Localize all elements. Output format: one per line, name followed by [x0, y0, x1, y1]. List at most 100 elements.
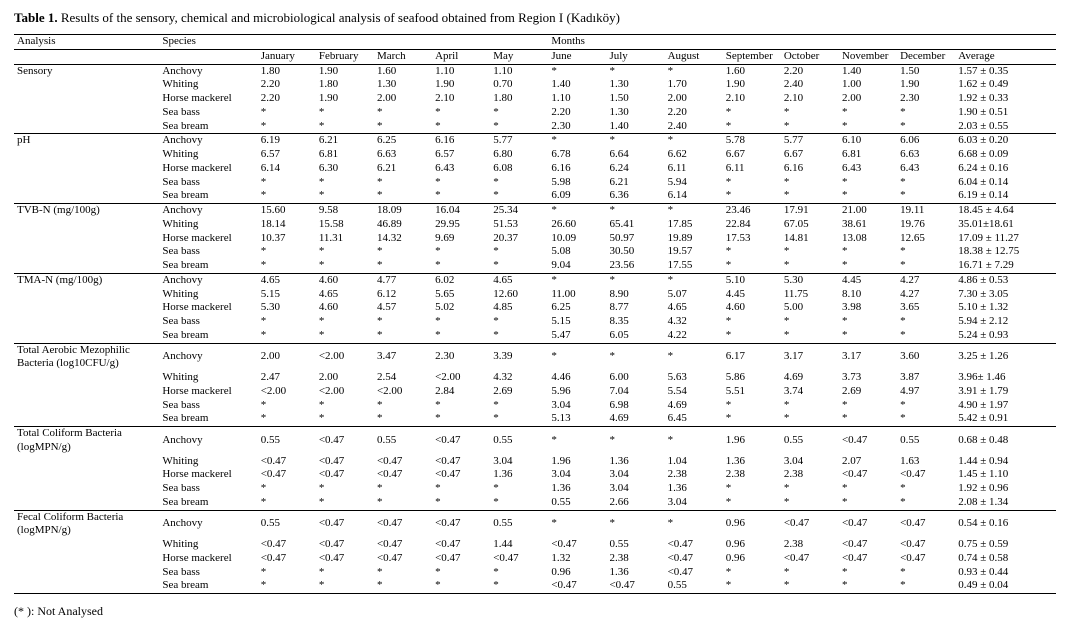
cell-value: *	[665, 64, 723, 78]
cell-value: 0.55	[606, 538, 664, 552]
cell-value: 8.77	[606, 301, 664, 315]
cell-value: 5.86	[723, 371, 781, 385]
cell-average: 0.93 ± 0.44	[955, 566, 1056, 580]
cell-value: 0.70	[490, 78, 548, 92]
cell-value: 5.15	[258, 288, 316, 302]
cell-value: 65.41	[606, 218, 664, 232]
cell-value: 6.81	[316, 148, 374, 162]
cell-value: *	[839, 189, 897, 203]
table-row: Sea bass*****3.046.984.69****4.90 ± 1.97	[14, 399, 1056, 413]
cell-value: *	[548, 510, 606, 538]
cell-value: <0.47	[432, 510, 490, 538]
cell-value: *	[490, 412, 548, 426]
cell-value: *	[316, 482, 374, 496]
cell-average: 6.03 ± 0.20	[955, 134, 1056, 148]
cell-value: 4.27	[897, 273, 955, 287]
cell-value: *	[490, 245, 548, 259]
cell-value: *	[374, 245, 432, 259]
cell-value: 6.21	[316, 134, 374, 148]
cell-value: *	[723, 496, 781, 510]
cell-value: *	[432, 399, 490, 413]
cell-value: <0.47	[316, 538, 374, 552]
cell-value: 4.32	[490, 371, 548, 385]
cell-average: 0.68 ± 0.48	[955, 427, 1056, 455]
cell-value: 2.40	[781, 78, 839, 92]
cell-value: 5.00	[781, 301, 839, 315]
cell-analysis	[14, 315, 159, 329]
cell-average: 3.25 ± 1.26	[955, 343, 1056, 371]
cell-value: *	[897, 259, 955, 273]
cell-value: 17.53	[723, 232, 781, 246]
cell-value: 18.09	[374, 204, 432, 218]
cell-average: 6.68 ± 0.09	[955, 148, 1056, 162]
cell-value: 0.55	[897, 427, 955, 455]
cell-analysis: Total Aerobic Mezophilic Bacteria (log10…	[14, 343, 159, 371]
cell-value: 1.36	[606, 455, 664, 469]
cell-analysis	[14, 245, 159, 259]
cell-value: 8.90	[606, 288, 664, 302]
cell-analysis: Sensory	[14, 64, 159, 78]
table-title-label: Table 1.	[14, 10, 58, 25]
cell-species: Sea bream	[159, 120, 257, 134]
cell-value: *	[897, 315, 955, 329]
cell-species: Sea bream	[159, 579, 257, 593]
cell-value: 2.69	[839, 385, 897, 399]
cell-analysis	[14, 552, 159, 566]
cell-value: *	[723, 189, 781, 203]
table-row: Whiting<0.47<0.47<0.47<0.473.041.961.361…	[14, 455, 1056, 469]
cell-value: *	[723, 315, 781, 329]
hdr-month: October	[781, 49, 839, 64]
cell-value: 1.96	[723, 427, 781, 455]
cell-value: 6.11	[665, 162, 723, 176]
cell-value: *	[897, 482, 955, 496]
cell-value: <0.47	[665, 552, 723, 566]
cell-analysis	[14, 148, 159, 162]
cell-value: 5.63	[665, 371, 723, 385]
cell-value: <0.47	[374, 468, 432, 482]
cell-value: 6.00	[606, 371, 664, 385]
table-body: SensoryAnchovy1.801.901.601.101.10***1.6…	[14, 64, 1056, 594]
cell-value: 1.90	[723, 78, 781, 92]
cell-value: 1.90	[316, 64, 374, 78]
cell-value: *	[548, 273, 606, 287]
cell-value: 9.04	[548, 259, 606, 273]
cell-value: 6.78	[548, 148, 606, 162]
cell-value: <0.47	[374, 455, 432, 469]
cell-value: 4.65	[490, 273, 548, 287]
cell-value: 5.30	[781, 273, 839, 287]
cell-value: 0.55	[490, 510, 548, 538]
cell-value: 6.16	[781, 162, 839, 176]
cell-average: 5.24 ± 0.93	[955, 329, 1056, 343]
cell-value: 1.63	[897, 455, 955, 469]
cell-value: <2.00	[374, 385, 432, 399]
hdr-months-label: Months	[548, 35, 606, 50]
cell-species: Whiting	[159, 78, 257, 92]
cell-species: Whiting	[159, 371, 257, 385]
hdr-species: Species	[159, 35, 257, 50]
cell-value: 1.36	[665, 482, 723, 496]
cell-value: 15.58	[316, 218, 374, 232]
cell-value: *	[316, 412, 374, 426]
cell-value: *	[432, 579, 490, 593]
cell-analysis	[14, 232, 159, 246]
cell-value: 5.10	[723, 273, 781, 287]
cell-analysis	[14, 120, 159, 134]
cell-average: 3.96± 1.46	[955, 371, 1056, 385]
cell-analysis: Total Coliform Bacteria (logMPN/g)	[14, 427, 159, 455]
cell-value: 6.21	[606, 176, 664, 190]
table-row: TVB-N (mg/100g)Anchovy15.609.5818.0916.0…	[14, 204, 1056, 218]
cell-value: 6.16	[548, 162, 606, 176]
cell-value: 19.76	[897, 218, 955, 232]
cell-value: 5.98	[548, 176, 606, 190]
cell-value: *	[897, 329, 955, 343]
cell-value: *	[374, 176, 432, 190]
cell-analysis	[14, 301, 159, 315]
cell-value: <0.47	[839, 468, 897, 482]
cell-value: <0.47	[258, 468, 316, 482]
cell-value: <0.47	[897, 468, 955, 482]
cell-value: *	[839, 259, 897, 273]
cell-value: 6.57	[432, 148, 490, 162]
cell-value: 0.55	[258, 427, 316, 455]
table-row: Horse mackerel6.146.306.216.436.086.166.…	[14, 162, 1056, 176]
cell-value: 6.80	[490, 148, 548, 162]
